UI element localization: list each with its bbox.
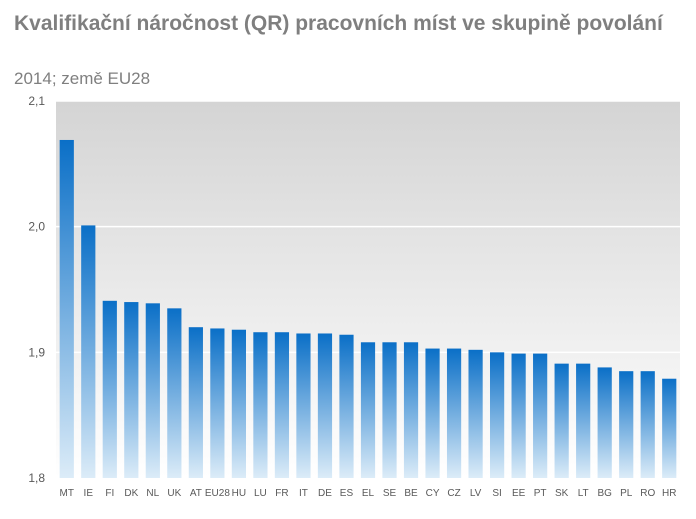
bar-eu28 (210, 328, 225, 478)
bar-ie (81, 225, 96, 478)
bar-sk (554, 363, 569, 478)
chart-subtitle: 2014; země EU28 (14, 69, 151, 88)
x-tick-label: SK (555, 488, 569, 499)
bar-pl (619, 371, 634, 478)
x-tick-label: DE (318, 488, 332, 499)
bar-dk (124, 302, 139, 478)
x-tick-label: FR (275, 488, 288, 499)
bar-lu (253, 332, 268, 478)
chart-title: Kvalifikační náročnost (QR) pracovních m… (14, 12, 663, 35)
bar-mt (59, 139, 74, 478)
x-tick-label: LU (254, 488, 267, 499)
x-tick-label: NL (146, 488, 159, 499)
bar-ee (511, 353, 526, 478)
x-tick-label: LV (470, 488, 482, 499)
bar-hr (662, 378, 677, 478)
bar-cz (446, 348, 462, 478)
x-tick-label: CY (426, 488, 440, 499)
x-tick-label: CZ (447, 488, 460, 499)
y-tick-label: 2,1 (28, 94, 45, 108)
bar-fi (102, 300, 117, 478)
x-tick-label: LT (578, 488, 589, 499)
x-tick-label: PL (620, 488, 633, 499)
bar-pt (533, 353, 548, 478)
bar-uk (167, 308, 182, 478)
x-tick-label: EL (362, 488, 375, 499)
x-tick-label: FI (105, 488, 114, 499)
x-tick-label: IE (84, 488, 94, 499)
bar-it (296, 333, 311, 478)
x-tick-label: BE (404, 488, 418, 499)
x-tick-label: HR (662, 488, 676, 499)
x-tick-label: IT (299, 488, 308, 499)
x-tick-label: EU28 (205, 488, 230, 499)
x-tick-label: EE (512, 488, 526, 499)
bar-hu (231, 329, 246, 478)
bar-se (382, 342, 397, 478)
y-tick-label: 1,8 (28, 471, 45, 485)
x-tick-label: MT (60, 488, 74, 499)
x-tick-label: DK (124, 488, 138, 499)
bar-be (403, 342, 419, 478)
x-tick-label: SE (383, 488, 397, 499)
bar-at (188, 327, 203, 478)
x-tick-label: BG (597, 488, 612, 499)
bar-el (360, 342, 376, 478)
x-tick-label: UK (167, 488, 181, 499)
bar-lv (468, 349, 483, 478)
bar-bg (597, 367, 612, 478)
x-tick-label: RO (640, 488, 655, 499)
y-tick-label: 1,9 (28, 345, 45, 359)
x-tick-label: HU (232, 488, 246, 499)
bar-lt (576, 363, 591, 478)
bar-de (317, 333, 333, 478)
bar-es (339, 334, 354, 478)
bar-nl (145, 303, 160, 478)
bar-cy (425, 348, 440, 478)
x-tick-label: AT (190, 488, 202, 499)
x-tick-label: ES (340, 488, 354, 499)
x-tick-label: SI (492, 488, 501, 499)
x-tick-label: PT (534, 488, 547, 499)
bar-ro (640, 371, 655, 478)
bar-fr (274, 332, 290, 478)
bar-si (490, 352, 505, 478)
y-tick-label: 2,0 (28, 220, 45, 234)
